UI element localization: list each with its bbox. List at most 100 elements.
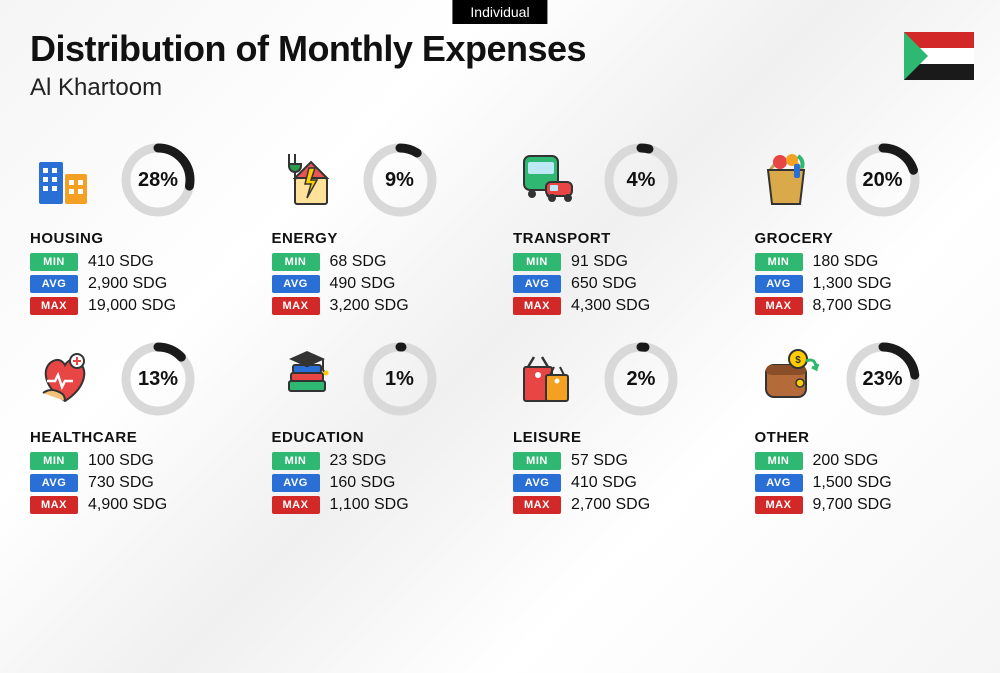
energy-icon: [272, 145, 342, 215]
min-value: 100 SDG: [88, 452, 154, 470]
stat-row-max: MAX 3,200 SDG: [272, 297, 492, 315]
max-value: 4,900 SDG: [88, 496, 167, 514]
stat-row-max: MAX 4,900 SDG: [30, 496, 250, 514]
stat-row-avg: AVG 1,500 SDG: [755, 474, 975, 492]
svg-text:$: $: [795, 355, 801, 366]
stat-row-avg: AVG 490 SDG: [272, 275, 492, 293]
avg-tag: AVG: [513, 474, 561, 492]
max-tag: MAX: [30, 496, 78, 514]
percent-donut: 13%: [118, 339, 198, 419]
stat-row-min: MIN 410 SDG: [30, 253, 250, 271]
stat-row-max: MAX 9,700 SDG: [755, 496, 975, 514]
category-card: 1% EDUCATION MIN 23 SDG AVG 160 SDG MAX …: [272, 339, 492, 518]
percent-label: 4%: [601, 140, 681, 220]
avg-value: 1,500 SDG: [813, 474, 892, 492]
min-value: 91 SDG: [571, 253, 628, 271]
percent-donut: 23%: [843, 339, 923, 419]
max-tag: MAX: [513, 297, 561, 315]
category-card: 9% ENERGY MIN 68 SDG AVG 490 SDG MAX 3,2…: [272, 140, 492, 319]
max-tag: MAX: [272, 496, 320, 514]
stat-row-max: MAX 19,000 SDG: [30, 297, 250, 315]
housing-icon: [30, 145, 100, 215]
category-name: OTHER: [755, 429, 975, 446]
stat-row-min: MIN 180 SDG: [755, 253, 975, 271]
max-value: 3,200 SDG: [330, 297, 409, 315]
min-value: 23 SDG: [330, 452, 387, 470]
category-name: HEALTHCARE: [30, 429, 250, 446]
category-name: EDUCATION: [272, 429, 492, 446]
min-tag: MIN: [513, 253, 561, 271]
min-tag: MIN: [513, 452, 561, 470]
min-value: 410 SDG: [88, 253, 154, 271]
category-card: $ 23% OTHER MIN 200 SDG AVG 1,500 SDG MA…: [755, 339, 975, 518]
max-value: 19,000 SDG: [88, 297, 176, 315]
stat-row-avg: AVG 650 SDG: [513, 275, 733, 293]
avg-value: 650 SDG: [571, 275, 637, 293]
page-title: Distribution of Monthly Expenses: [30, 28, 586, 70]
stat-row-avg: AVG 160 SDG: [272, 474, 492, 492]
category-card: 2% LEISURE MIN 57 SDG AVG 410 SDG MAX 2,…: [513, 339, 733, 518]
percent-label: 20%: [843, 140, 923, 220]
percent-donut: 28%: [118, 140, 198, 220]
percent-label: 2%: [601, 339, 681, 419]
stat-row-max: MAX 8,700 SDG: [755, 297, 975, 315]
min-value: 68 SDG: [330, 253, 387, 271]
page-subtitle: Al Khartoom: [30, 74, 586, 102]
header: Distribution of Monthly Expenses Al Khar…: [30, 28, 586, 102]
stat-row-min: MIN 57 SDG: [513, 452, 733, 470]
category-name: TRANSPORT: [513, 230, 733, 247]
min-tag: MIN: [30, 452, 78, 470]
education-icon: [272, 344, 342, 414]
percent-donut: 1%: [360, 339, 440, 419]
max-value: 4,300 SDG: [571, 297, 650, 315]
stat-row-min: MIN 23 SDG: [272, 452, 492, 470]
avg-tag: AVG: [755, 275, 803, 293]
percent-donut: 4%: [601, 140, 681, 220]
min-tag: MIN: [30, 253, 78, 271]
min-tag: MIN: [272, 452, 320, 470]
transport-icon: [513, 145, 583, 215]
max-tag: MAX: [272, 297, 320, 315]
avg-tag: AVG: [272, 275, 320, 293]
stat-row-max: MAX 1,100 SDG: [272, 496, 492, 514]
grocery-icon: [755, 145, 825, 215]
avg-tag: AVG: [30, 275, 78, 293]
stat-row-avg: AVG 730 SDG: [30, 474, 250, 492]
max-value: 1,100 SDG: [330, 496, 409, 514]
healthcare-icon: [30, 344, 100, 414]
percent-label: 13%: [118, 339, 198, 419]
max-tag: MAX: [755, 496, 803, 514]
stat-row-min: MIN 91 SDG: [513, 253, 733, 271]
max-tag: MAX: [513, 496, 561, 514]
percent-label: 23%: [843, 339, 923, 419]
max-value: 2,700 SDG: [571, 496, 650, 514]
percent-label: 28%: [118, 140, 198, 220]
percent-donut: 2%: [601, 339, 681, 419]
min-tag: MIN: [755, 452, 803, 470]
stat-row-max: MAX 4,300 SDG: [513, 297, 733, 315]
percent-label: 1%: [360, 339, 440, 419]
top-tag: Individual: [452, 0, 547, 24]
min-tag: MIN: [755, 253, 803, 271]
avg-tag: AVG: [30, 474, 78, 492]
percent-donut: 20%: [843, 140, 923, 220]
stat-row-avg: AVG 1,300 SDG: [755, 275, 975, 293]
stat-row-avg: AVG 2,900 SDG: [30, 275, 250, 293]
category-card: 20% GROCERY MIN 180 SDG AVG 1,300 SDG MA…: [755, 140, 975, 319]
min-value: 180 SDG: [813, 253, 879, 271]
category-card: 4% TRANSPORT MIN 91 SDG AVG 650 SDG MAX …: [513, 140, 733, 319]
max-value: 8,700 SDG: [813, 297, 892, 315]
min-value: 57 SDG: [571, 452, 628, 470]
percent-label: 9%: [360, 140, 440, 220]
stat-row-min: MIN 100 SDG: [30, 452, 250, 470]
category-grid: 28% HOUSING MIN 410 SDG AVG 2,900 SDG MA…: [30, 140, 974, 518]
leisure-icon: [513, 344, 583, 414]
avg-tag: AVG: [513, 275, 561, 293]
avg-value: 1,300 SDG: [813, 275, 892, 293]
min-value: 200 SDG: [813, 452, 879, 470]
stat-row-avg: AVG 410 SDG: [513, 474, 733, 492]
percent-donut: 9%: [360, 140, 440, 220]
other-icon: $: [755, 344, 825, 414]
stat-row-min: MIN 200 SDG: [755, 452, 975, 470]
category-card: 28% HOUSING MIN 410 SDG AVG 2,900 SDG MA…: [30, 140, 250, 319]
